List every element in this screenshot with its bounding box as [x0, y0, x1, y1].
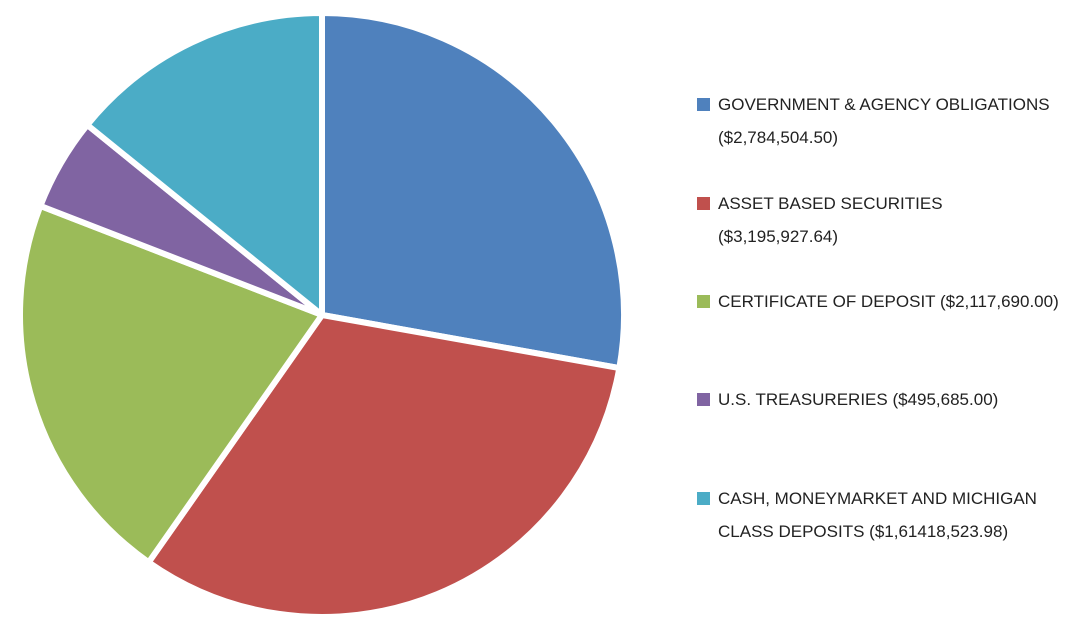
pie-slice — [145, 312, 623, 620]
legend-label: GOVERNMENT & AGENCY OBLIGATIONS ($2,784,… — [718, 95, 1050, 147]
legend-entry: CERTIFICATE OF DEPOSIT ($2,117,690.00) — [697, 285, 1067, 318]
pie-slice — [17, 202, 325, 566]
legend-label: CASH, MONEYMARKET AND MICHIGAN CLASS DEP… — [718, 489, 1037, 541]
legend-label: U.S. TREASURERIES ($495,685.00) — [718, 390, 999, 409]
legend-entry: U.S. TREASURERIES ($495,685.00) — [697, 383, 1067, 416]
pie-slice — [84, 10, 325, 318]
legend-entry: GOVERNMENT & AGENCY OBLIGATIONS ($2,784,… — [697, 88, 1067, 154]
legend-entry: CASH, MONEYMARKET AND MICHIGAN CLASS DEP… — [697, 482, 1067, 548]
legend-swatch — [697, 492, 710, 505]
legend-swatch — [697, 393, 710, 406]
legend-swatch — [697, 98, 710, 111]
pie-slice — [319, 10, 627, 372]
legend-entry: ASSET BASED SECURITIES ($3,195,927.64) — [697, 187, 1067, 253]
legend-label: ASSET BASED SECURITIES ($3,195,927.64) — [718, 194, 943, 246]
legend-swatch — [697, 197, 710, 210]
legend-swatch — [697, 295, 710, 308]
pie — [17, 10, 627, 620]
legend-label: CERTIFICATE OF DEPOSIT ($2,117,690.00) — [718, 292, 1059, 311]
